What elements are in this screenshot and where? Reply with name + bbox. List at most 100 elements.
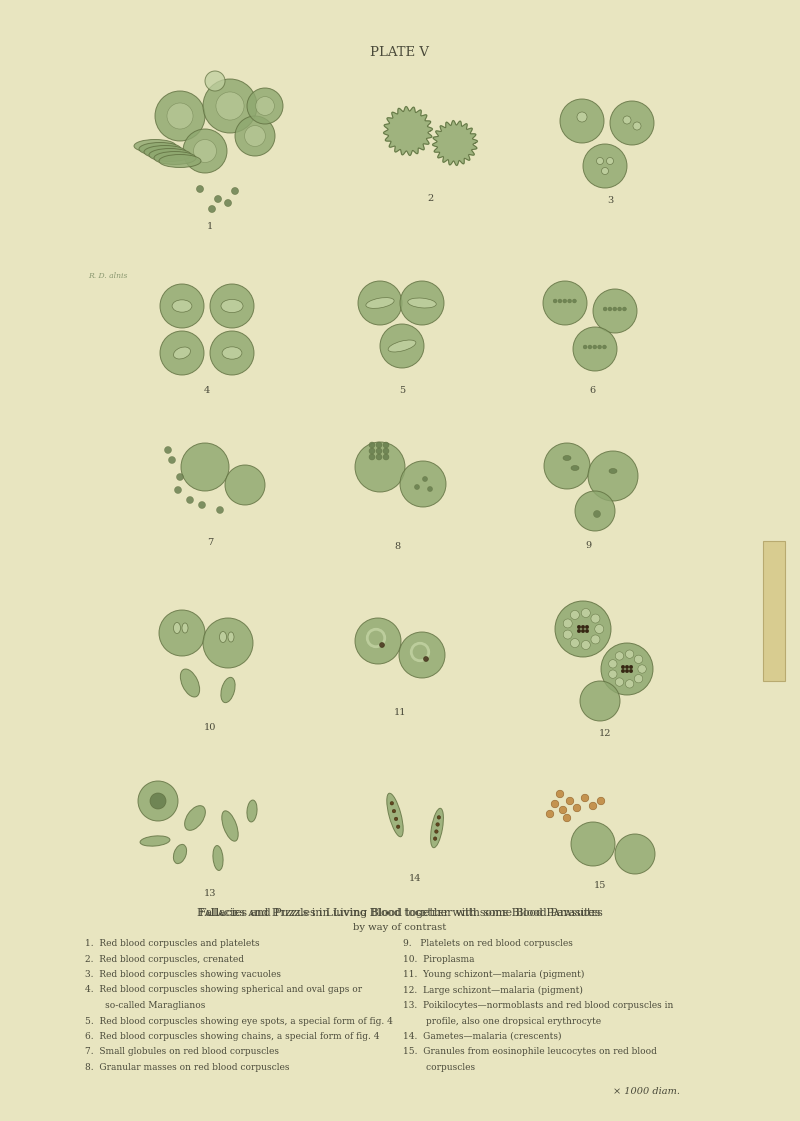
Circle shape <box>634 675 642 683</box>
Circle shape <box>588 345 592 349</box>
Text: 14.  Gametes—malaria (crescents): 14. Gametes—malaria (crescents) <box>403 1032 562 1041</box>
Circle shape <box>582 640 590 649</box>
Ellipse shape <box>154 151 196 165</box>
Ellipse shape <box>134 139 176 152</box>
Circle shape <box>610 101 654 145</box>
Text: 4.  Red blood corpuscles showing spherical and oval gaps or: 4. Red blood corpuscles showing spherica… <box>85 985 362 994</box>
Ellipse shape <box>247 800 257 822</box>
Ellipse shape <box>221 299 243 313</box>
Circle shape <box>559 806 566 814</box>
Circle shape <box>578 626 581 629</box>
Polygon shape <box>433 121 478 166</box>
Circle shape <box>601 643 653 695</box>
Circle shape <box>623 115 631 124</box>
Circle shape <box>155 91 205 141</box>
Circle shape <box>615 651 624 660</box>
Circle shape <box>630 669 633 673</box>
Circle shape <box>210 284 254 328</box>
Text: 3: 3 <box>607 196 613 205</box>
Circle shape <box>216 92 244 120</box>
Circle shape <box>606 157 614 165</box>
Circle shape <box>437 816 441 819</box>
Circle shape <box>598 345 602 349</box>
Circle shape <box>198 501 206 509</box>
Text: 9.   Platelets on red blood corpuscles: 9. Platelets on red blood corpuscles <box>403 939 573 948</box>
Circle shape <box>434 830 438 833</box>
Circle shape <box>422 476 427 482</box>
Circle shape <box>594 624 604 633</box>
Circle shape <box>622 307 626 311</box>
Circle shape <box>235 115 275 156</box>
Text: 1: 1 <box>207 222 213 231</box>
Circle shape <box>543 281 587 325</box>
Ellipse shape <box>571 465 579 471</box>
Text: 5.  Red blood corpuscles showing eye spots, a special form of fig. 4: 5. Red blood corpuscles showing eye spot… <box>85 1017 393 1026</box>
Circle shape <box>544 443 590 489</box>
Circle shape <box>256 96 274 115</box>
Circle shape <box>570 639 579 648</box>
Text: 7: 7 <box>207 538 213 547</box>
Circle shape <box>225 200 231 206</box>
Circle shape <box>555 601 611 657</box>
Circle shape <box>369 454 375 460</box>
Text: so-called Maraglianos: so-called Maraglianos <box>85 1001 206 1010</box>
Text: 4: 4 <box>204 386 210 395</box>
Circle shape <box>615 834 655 874</box>
Ellipse shape <box>185 806 206 831</box>
Text: 15: 15 <box>594 881 606 890</box>
Circle shape <box>423 657 429 661</box>
Circle shape <box>225 465 265 504</box>
Circle shape <box>159 610 205 656</box>
Circle shape <box>615 678 624 686</box>
Circle shape <box>174 487 182 493</box>
Circle shape <box>169 456 175 463</box>
Ellipse shape <box>140 836 170 846</box>
Circle shape <box>597 797 605 805</box>
Ellipse shape <box>174 348 190 359</box>
Circle shape <box>566 797 574 805</box>
Text: profile, also one dropsical erythrocyte: profile, also one dropsical erythrocyte <box>403 1017 601 1026</box>
Text: 8.  Granular masses on red blood corpuscles: 8. Granular masses on red blood corpuscl… <box>85 1063 290 1072</box>
Ellipse shape <box>408 298 436 308</box>
Text: 8: 8 <box>394 541 400 552</box>
Text: 14: 14 <box>409 874 422 883</box>
Circle shape <box>573 299 577 303</box>
Circle shape <box>183 129 227 173</box>
Circle shape <box>205 71 225 91</box>
Circle shape <box>414 484 419 490</box>
Circle shape <box>396 825 400 828</box>
Circle shape <box>581 626 585 629</box>
Circle shape <box>608 307 612 311</box>
Circle shape <box>197 185 203 193</box>
Circle shape <box>165 446 171 454</box>
Text: PLATE V: PLATE V <box>370 46 430 59</box>
Circle shape <box>580 680 620 721</box>
Text: 13: 13 <box>204 889 216 898</box>
Text: × 1000 diam.: × 1000 diam. <box>613 1086 680 1095</box>
Circle shape <box>400 461 446 507</box>
Circle shape <box>622 665 625 669</box>
Text: Fallacies and Puzzles in Living Blood together with some Blood Parasites: Fallacies and Puzzles in Living Blood to… <box>199 908 601 918</box>
Circle shape <box>383 448 389 454</box>
Circle shape <box>575 491 615 531</box>
Circle shape <box>358 281 402 325</box>
Circle shape <box>609 659 617 668</box>
Circle shape <box>556 790 564 798</box>
Text: 2: 2 <box>427 194 433 203</box>
Ellipse shape <box>180 669 200 697</box>
Circle shape <box>247 89 283 124</box>
Text: 6: 6 <box>589 386 595 395</box>
Circle shape <box>560 99 604 143</box>
Circle shape <box>177 473 183 481</box>
Text: 11.  Young schizont—malaria (pigment): 11. Young schizont—malaria (pigment) <box>403 970 584 979</box>
Circle shape <box>167 103 193 129</box>
Circle shape <box>209 205 215 213</box>
Ellipse shape <box>174 622 181 633</box>
Ellipse shape <box>222 810 238 841</box>
Ellipse shape <box>219 631 226 642</box>
Circle shape <box>626 665 629 669</box>
Ellipse shape <box>182 623 188 633</box>
Circle shape <box>203 618 253 668</box>
Circle shape <box>573 804 581 812</box>
Circle shape <box>427 487 433 491</box>
